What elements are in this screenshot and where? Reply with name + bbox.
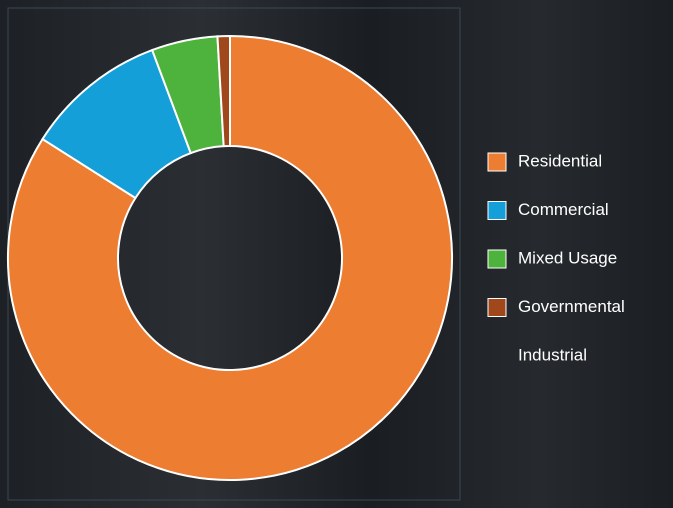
donut-slice <box>7 34 453 481</box>
legend-label: Mixed Usage <box>518 248 617 267</box>
donut-slice <box>216 34 231 148</box>
legend-label: Residential <box>518 151 602 170</box>
legend-swatch <box>487 249 507 269</box>
legend-label: Governmental <box>518 297 625 316</box>
legend-swatch <box>487 152 507 172</box>
legend-swatch <box>487 201 507 220</box>
legend-label: Industrial <box>518 345 587 364</box>
legend-label: Commercial <box>518 200 609 219</box>
legend-swatch <box>487 298 507 317</box>
